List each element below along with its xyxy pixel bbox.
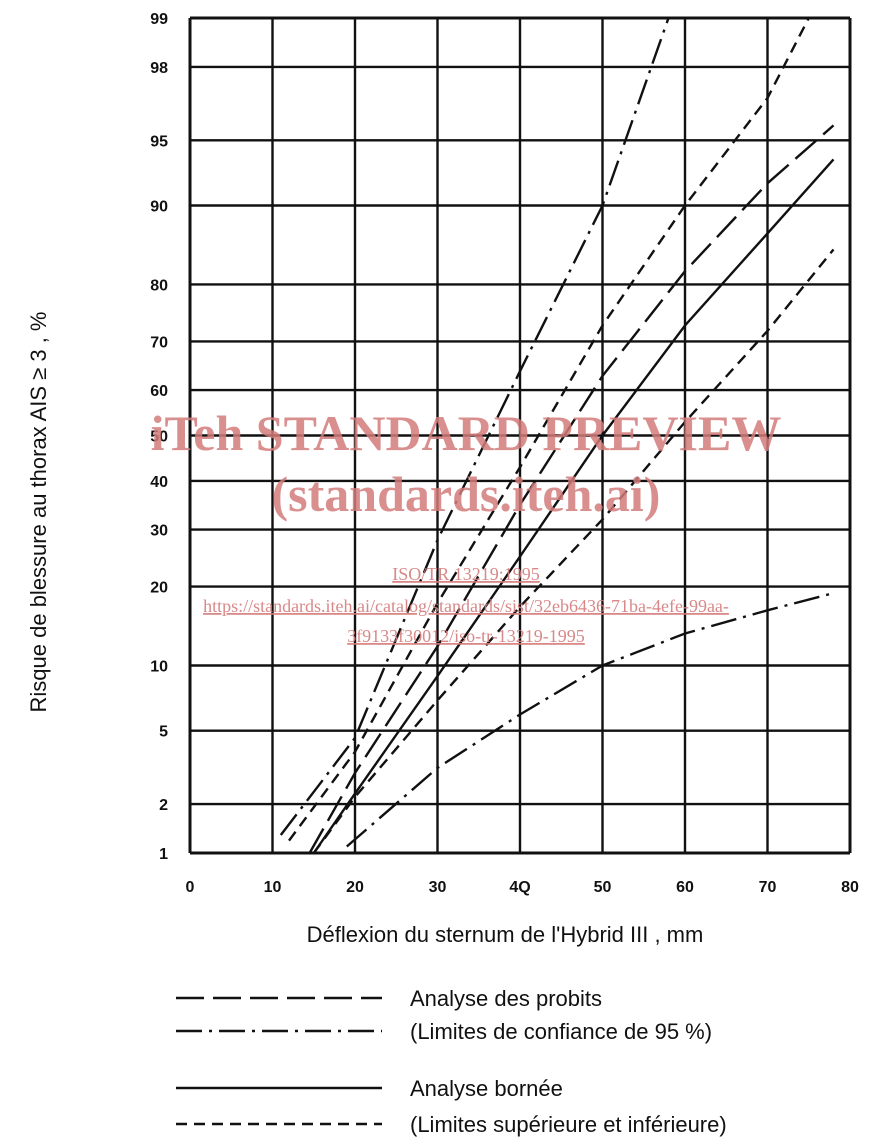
y-tick-label: 1 xyxy=(159,846,168,863)
legend-label-bounded: Analyse bornée xyxy=(410,1076,563,1101)
x-tick-label: 0 xyxy=(186,879,195,896)
series-line-dash-dot xyxy=(346,591,834,848)
y-tick-label: 80 xyxy=(150,277,168,294)
x-tick-label: 4Q xyxy=(509,879,530,896)
legend-label-confidence: (Limites de confiance de 95 %) xyxy=(410,1019,712,1044)
y-tick-label: 95 xyxy=(150,133,168,150)
y-tick-label: 50 xyxy=(150,429,168,446)
series-line-long-dash xyxy=(308,124,835,854)
y-tick-label: 2 xyxy=(159,797,168,814)
watermark-link-url[interactable]: https://standards.iteh.ai/catalog/standa… xyxy=(203,596,729,616)
y-tick-label: 98 xyxy=(150,60,168,77)
watermark-link-iso[interactable]: ISO/TR 13219:1995 xyxy=(392,564,540,584)
x-tick-label: 30 xyxy=(429,879,447,896)
y-tick-label: 20 xyxy=(150,580,168,597)
legend-label-limits: (Limites supérieure et inférieure) xyxy=(410,1112,727,1137)
y-tick-label: 10 xyxy=(150,658,168,675)
chart-curves xyxy=(279,17,835,854)
watermark-subtitle: (standards.iteh.ai) xyxy=(272,466,661,522)
y-tick-label: 90 xyxy=(150,199,168,216)
chart-grid xyxy=(188,16,852,855)
x-tick-label: 50 xyxy=(594,879,612,896)
series-line-dash-dot xyxy=(279,17,670,836)
watermark: iTeh STANDARD PREVIEW (standards.iteh.ai… xyxy=(151,405,782,646)
x-tick-label: 80 xyxy=(841,879,859,896)
y-tick-label: 30 xyxy=(150,523,168,540)
watermark-title: iTeh STANDARD PREVIEW xyxy=(151,405,782,461)
y-tick-label: 40 xyxy=(150,474,168,491)
chart-ticks: 0 10 20 30 4Q 50 60 70 80 99 98 95 90 80 70 60 50 40 30 20 1… xyxy=(150,11,859,896)
series-line-short-dash xyxy=(312,248,835,854)
y-axis-label: Risque de blessure au thorax AIS ≥ 3 , % xyxy=(26,312,51,713)
y-tick-label: 5 xyxy=(159,724,168,741)
y-tick-label: 70 xyxy=(150,334,168,351)
legend-label-probits: Analyse des probits xyxy=(410,986,602,1011)
series-line-solid xyxy=(312,158,835,854)
x-axis-label: Déflexion du sternum de l'Hybrid III , m… xyxy=(307,922,704,947)
x-tick-label: 60 xyxy=(676,879,694,896)
x-tick-label: 70 xyxy=(759,879,777,896)
y-tick-label: 60 xyxy=(150,383,168,400)
x-tick-label: 20 xyxy=(346,879,364,896)
x-tick-label: 10 xyxy=(264,879,282,896)
legend: Analyse des probits (Limites de confianc… xyxy=(176,986,727,1137)
watermark-link-id[interactable]: 3f9133f30012/iso-tr-13219-1995 xyxy=(347,626,585,646)
y-tick-label: 99 xyxy=(150,11,168,28)
